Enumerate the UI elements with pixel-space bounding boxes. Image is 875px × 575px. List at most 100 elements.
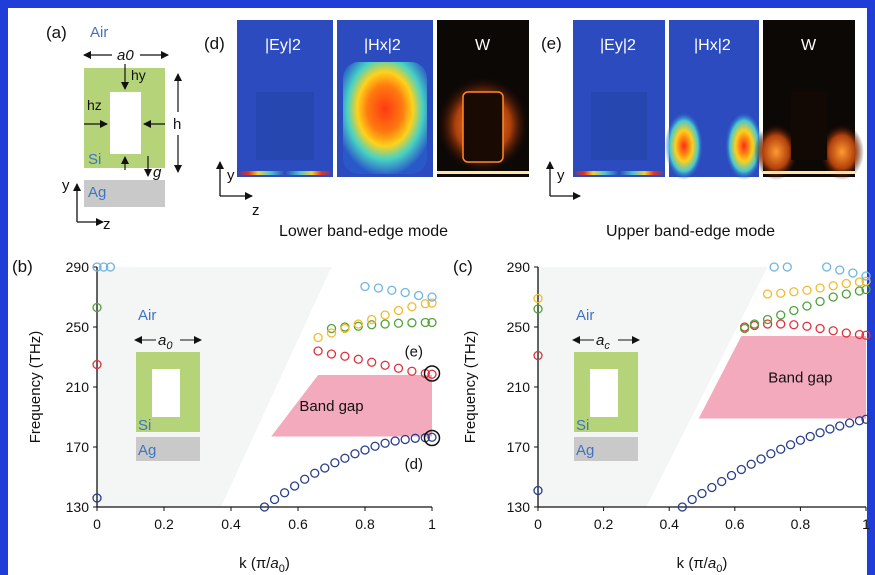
data-point — [825, 424, 835, 434]
data-point — [854, 416, 865, 426]
data-point — [848, 268, 858, 278]
data-point — [749, 319, 760, 329]
data-point — [407, 302, 417, 312]
map-w-lower-hole — [462, 91, 504, 163]
data-point — [279, 488, 290, 498]
x-tick-label: 0.6 — [288, 516, 308, 532]
inset-air-hole — [590, 369, 618, 417]
data-point — [310, 468, 320, 478]
data-point — [393, 305, 404, 316]
data-point — [269, 494, 280, 505]
data-point — [762, 289, 773, 299]
panel-a: (a) Air a0 hy hz h Si g Ag y z — [46, 23, 182, 233]
data-point — [802, 301, 812, 311]
data-point — [854, 286, 865, 296]
data-point — [776, 444, 786, 454]
inset-air-label: Air — [576, 307, 594, 324]
inset-ag-label: Ag — [138, 442, 156, 459]
x-tick-label: 0.8 — [355, 516, 375, 532]
data-point — [92, 302, 102, 313]
x-tick-label: 1 — [428, 516, 436, 532]
chart-c: Band gap 130 170 210 250 290 0 0.2 0.4 0.6 0.8 1 k (… — [453, 257, 871, 575]
data-point — [313, 346, 323, 356]
data-point — [367, 357, 377, 367]
data-point — [380, 319, 390, 329]
mode-marker-label: (e) — [405, 344, 423, 361]
data-point — [861, 414, 871, 424]
x-tick-label: 1 — [862, 516, 870, 532]
inset-a-label: a0 — [158, 332, 173, 352]
data-point — [828, 281, 838, 291]
g-label: g — [153, 164, 162, 181]
y-tick-label: 290 — [66, 259, 90, 275]
data-point — [533, 293, 543, 304]
data-point — [861, 330, 871, 340]
y-tick-label: 130 — [507, 499, 531, 515]
data-point — [92, 262, 102, 272]
data-point — [105, 262, 116, 272]
data-point — [789, 305, 799, 316]
map-w-upper-glow-left — [754, 124, 798, 180]
data-point — [762, 319, 773, 329]
frame-right — [867, 0, 875, 575]
data-point — [380, 438, 390, 448]
map-hx-upper-hot-right — [725, 112, 763, 180]
x-tick-label: 0 — [93, 516, 101, 532]
z-label-d: z — [252, 202, 260, 219]
frame-top — [0, 0, 875, 8]
x-tick-label: 0.2 — [594, 516, 614, 532]
panel-d-label: (d) — [204, 34, 225, 53]
bandgap-label: Band gap — [299, 398, 363, 415]
data-point — [789, 320, 799, 330]
data-point — [427, 317, 437, 328]
map-w-upper-glow-right — [820, 124, 864, 180]
inset-air-hole — [152, 369, 180, 417]
data-point — [861, 271, 871, 281]
data-point — [776, 319, 786, 329]
y-tick-label: 130 — [66, 499, 90, 515]
data-point — [373, 283, 384, 293]
light-cone-region — [97, 267, 332, 507]
panel-label: (b) — [12, 257, 33, 276]
data-point — [300, 474, 310, 484]
data-point — [259, 502, 270, 512]
map-w-upper-title: W — [801, 37, 817, 54]
data-point — [802, 285, 812, 295]
map-ey-lower-strip — [237, 171, 333, 175]
z-label-a: z — [103, 216, 111, 233]
data-point — [380, 360, 390, 370]
data-point — [841, 328, 851, 338]
data-point — [413, 290, 424, 301]
map-w-lower-strip — [437, 171, 529, 174]
data-point — [854, 329, 865, 340]
data-point — [835, 265, 845, 275]
map-w-upper-strip — [763, 171, 855, 174]
x-tick-label: 0.2 — [154, 516, 174, 532]
panel-label: (c) — [453, 257, 473, 276]
data-point — [835, 421, 845, 431]
inset-air-label: Air — [138, 307, 156, 324]
data-point — [326, 349, 337, 359]
h-label: h — [173, 116, 181, 133]
panel-a-label: (a) — [46, 23, 67, 42]
data-point — [380, 310, 390, 320]
y-tick-label: 210 — [66, 379, 90, 395]
data-point — [815, 323, 825, 334]
data-point — [854, 277, 865, 287]
data-point — [367, 314, 377, 325]
inset-ag-label: Ag — [576, 442, 594, 459]
data-point — [360, 281, 370, 292]
data-point — [828, 292, 838, 302]
data-point — [828, 326, 838, 336]
y-tick-label: 250 — [66, 319, 90, 335]
data-point — [313, 332, 323, 343]
data-point — [99, 262, 109, 272]
data-point — [370, 441, 380, 451]
mode-marker — [423, 365, 441, 382]
y-axis-label: Frequency (THz) — [462, 331, 479, 444]
data-point — [320, 463, 330, 473]
data-point — [350, 449, 360, 459]
data-point — [289, 481, 300, 491]
map-hx-lower-hot — [343, 62, 427, 174]
data-point — [400, 434, 410, 445]
